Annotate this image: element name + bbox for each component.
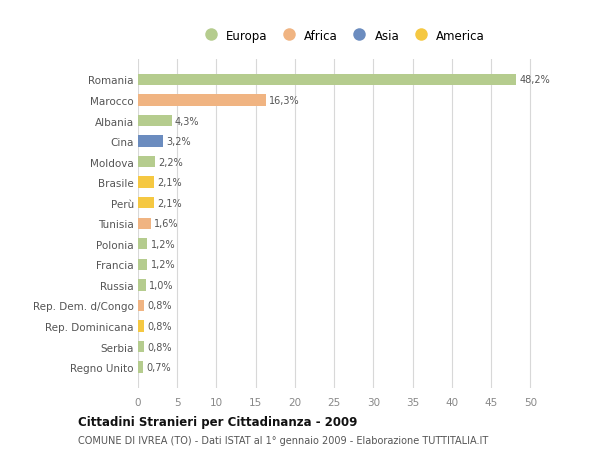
Text: 3,2%: 3,2%: [166, 137, 191, 147]
Text: 1,0%: 1,0%: [149, 280, 173, 290]
Bar: [138, 218, 151, 230]
Text: 0,7%: 0,7%: [146, 362, 171, 372]
Bar: [138, 300, 144, 311]
Text: 2,2%: 2,2%: [158, 157, 183, 167]
Text: 0,8%: 0,8%: [148, 342, 172, 352]
Bar: [138, 239, 148, 250]
Text: 0,8%: 0,8%: [148, 321, 172, 331]
Bar: [138, 321, 144, 332]
Text: 4,3%: 4,3%: [175, 116, 199, 126]
Text: 1,6%: 1,6%: [154, 219, 178, 229]
Text: 2,1%: 2,1%: [158, 198, 182, 208]
Legend: Europa, Africa, Asia, America: Europa, Africa, Asia, America: [199, 29, 485, 42]
Bar: [138, 341, 144, 353]
Bar: [138, 280, 146, 291]
Bar: [138, 75, 516, 86]
Bar: [138, 198, 154, 209]
Bar: [138, 116, 172, 127]
Bar: [138, 177, 154, 188]
Bar: [138, 362, 143, 373]
Text: 2,1%: 2,1%: [158, 178, 182, 188]
Text: 16,3%: 16,3%: [269, 96, 299, 106]
Text: Cittadini Stranieri per Cittadinanza - 2009: Cittadini Stranieri per Cittadinanza - 2…: [78, 415, 358, 428]
Text: 1,2%: 1,2%: [151, 239, 175, 249]
Bar: [138, 157, 155, 168]
Text: 1,2%: 1,2%: [151, 260, 175, 270]
Text: COMUNE DI IVREA (TO) - Dati ISTAT al 1° gennaio 2009 - Elaborazione TUTTITALIA.I: COMUNE DI IVREA (TO) - Dati ISTAT al 1° …: [78, 435, 488, 445]
Text: 0,8%: 0,8%: [148, 301, 172, 311]
Text: 48,2%: 48,2%: [520, 75, 550, 85]
Bar: [138, 259, 148, 270]
Bar: [138, 95, 266, 106]
Bar: [138, 136, 163, 147]
